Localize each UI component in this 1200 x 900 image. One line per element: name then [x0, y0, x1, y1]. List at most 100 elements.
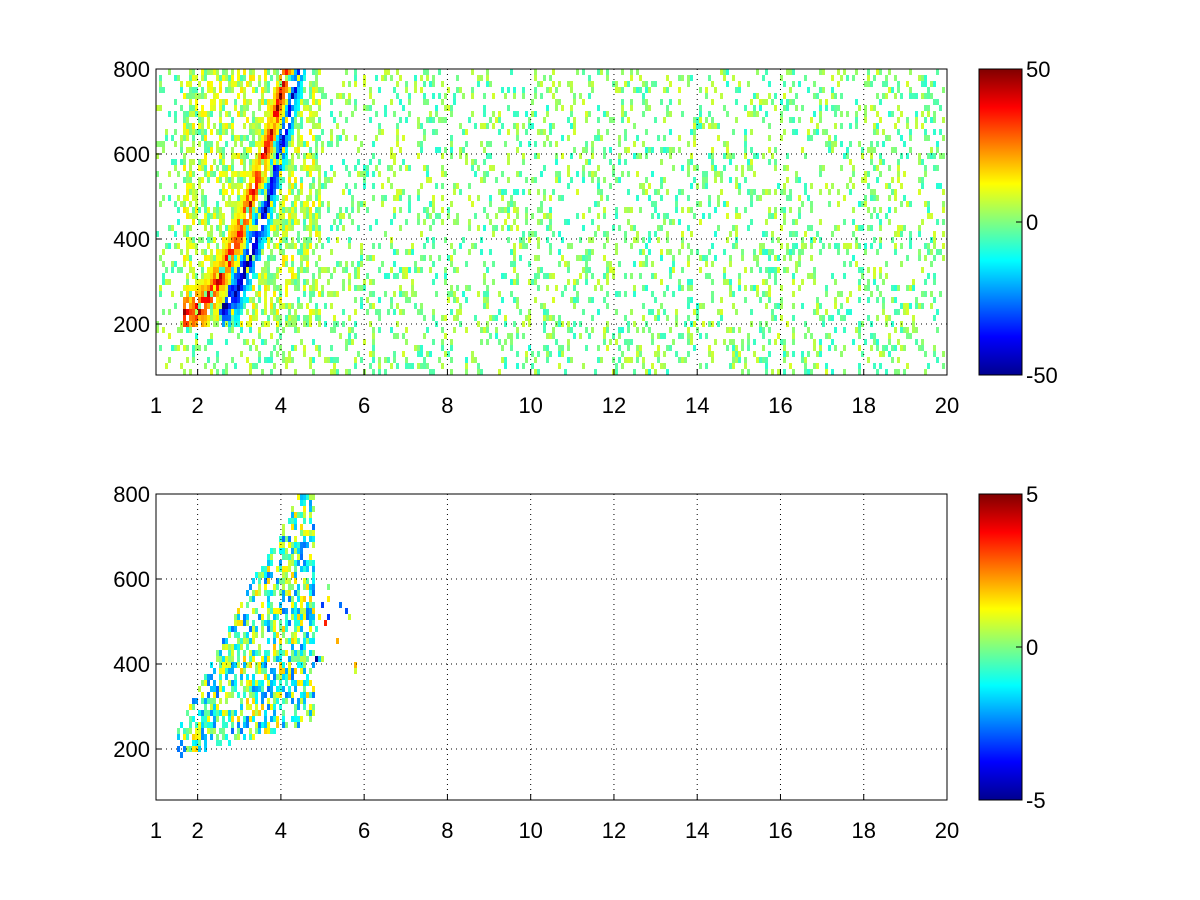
heatmap-cell	[933, 297, 936, 303]
heatmap-cell	[240, 704, 243, 710]
heatmap-cell	[543, 141, 546, 147]
heatmap-cell	[933, 231, 936, 237]
heatmap-cell	[201, 201, 204, 207]
heatmap-cell	[273, 650, 276, 656]
heatmap-cell	[615, 291, 618, 297]
heatmap-cell	[465, 327, 468, 333]
heatmap-cell	[345, 267, 348, 273]
heatmap-cell	[249, 231, 252, 237]
heatmap-cell	[270, 728, 273, 734]
heatmap-cell	[297, 716, 300, 722]
heatmap-cell	[564, 261, 567, 267]
heatmap-cell	[273, 309, 276, 315]
heatmap-cell	[264, 273, 267, 279]
heatmap-cell	[927, 213, 930, 219]
heatmap-cell	[252, 698, 255, 704]
heatmap-cell	[723, 339, 726, 345]
heatmap-cell	[543, 75, 546, 81]
x-tick-label: 18	[851, 818, 875, 843]
heatmap-cell	[297, 554, 300, 560]
heatmap-cell	[429, 351, 432, 357]
heatmap-cell	[234, 674, 237, 680]
heatmap-cell	[243, 614, 246, 620]
heatmap-cell	[285, 566, 288, 572]
heatmap-cell	[237, 213, 240, 219]
heatmap-cell	[585, 267, 588, 273]
heatmap-cell	[186, 285, 189, 291]
heatmap-cell	[168, 111, 171, 117]
heatmap-cell	[186, 123, 189, 129]
heatmap-cell	[549, 141, 552, 147]
heatmap-cell	[222, 309, 225, 315]
heatmap-cell	[228, 303, 231, 309]
heatmap-cell	[267, 554, 270, 560]
heatmap-cell	[465, 129, 468, 135]
heatmap-cell	[588, 207, 591, 213]
heatmap-cell	[741, 339, 744, 345]
heatmap-cell	[897, 369, 900, 375]
heatmap-cell	[942, 153, 945, 159]
heatmap-cell	[786, 267, 789, 273]
heatmap-cell	[660, 255, 663, 261]
heatmap-cell	[225, 99, 228, 105]
heatmap-cell	[258, 662, 261, 668]
heatmap-cell	[618, 291, 621, 297]
heatmap-cell	[783, 183, 786, 189]
heatmap-cell	[546, 105, 549, 111]
heatmap-cell	[285, 147, 288, 153]
heatmap-cell	[255, 303, 258, 309]
heatmap-cell	[915, 93, 918, 99]
heatmap-cell	[309, 81, 312, 87]
heatmap-cell	[432, 129, 435, 135]
heatmap-cell	[522, 189, 525, 195]
heatmap-cell	[291, 105, 294, 111]
heatmap-cell	[303, 75, 306, 81]
heatmap-cell	[654, 207, 657, 213]
heatmap-cell	[414, 75, 417, 81]
heatmap-cell	[297, 327, 300, 333]
heatmap-cell	[369, 159, 372, 165]
heatmap-cell	[942, 207, 945, 213]
heatmap-cell	[285, 207, 288, 213]
heatmap-cell	[231, 710, 234, 716]
heatmap-cell	[834, 279, 837, 285]
heatmap-cell	[813, 81, 816, 87]
heatmap-cell	[762, 249, 765, 255]
heatmap-cell	[687, 255, 690, 261]
heatmap-cell	[396, 93, 399, 99]
heatmap-cell	[297, 662, 300, 668]
heatmap-cell	[243, 291, 246, 297]
heatmap-cell	[756, 255, 759, 261]
heatmap-cell	[615, 243, 618, 249]
heatmap-cell	[288, 123, 291, 129]
heatmap-cell	[522, 333, 525, 339]
heatmap-cell	[279, 105, 282, 111]
heatmap-cell	[279, 315, 282, 321]
heatmap-cell	[558, 261, 561, 267]
heatmap-cell	[264, 189, 267, 195]
heatmap-cell	[516, 273, 519, 279]
heatmap-cell	[612, 333, 615, 339]
heatmap-cell	[813, 363, 816, 369]
heatmap-cell	[516, 327, 519, 333]
heatmap-cell	[573, 321, 576, 327]
heatmap-cell	[201, 692, 204, 698]
y-tick-label: 400	[113, 227, 150, 252]
heatmap-cell	[804, 75, 807, 81]
heatmap-cell	[309, 129, 312, 135]
heatmap-cell	[531, 99, 534, 105]
heatmap-cell	[531, 279, 534, 285]
heatmap-cell	[408, 195, 411, 201]
heatmap-cell	[450, 105, 453, 111]
heatmap-cell	[876, 297, 879, 303]
heatmap-cell	[261, 177, 264, 183]
heatmap-cell	[318, 195, 321, 201]
heatmap-cell	[258, 105, 261, 111]
heatmap-cell	[204, 716, 207, 722]
heatmap-cell	[228, 201, 231, 207]
heatmap-cell	[603, 153, 606, 159]
heatmap-cell	[312, 339, 315, 345]
heatmap-cell	[237, 614, 240, 620]
heatmap-cell	[213, 728, 216, 734]
